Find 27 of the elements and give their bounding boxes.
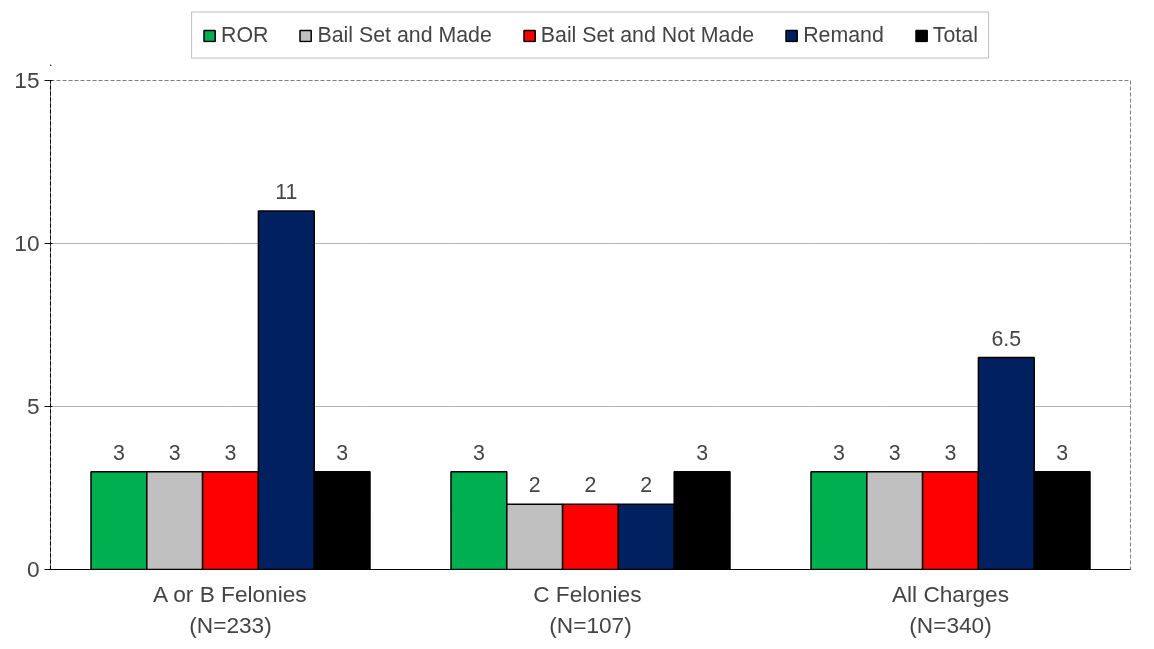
x-tick-label: All Charges (N=340) — [891, 580, 1010, 638]
legend-label: ROR — [221, 22, 269, 48]
legend-label: Remand — [803, 22, 884, 48]
y-tick-label: 5 — [26, 393, 40, 419]
y-tick-label: 0 — [26, 556, 40, 582]
data-label: 2 — [528, 473, 541, 498]
data-label: 3 — [888, 440, 901, 465]
data-label: 3 — [336, 440, 349, 465]
data-label: 3 — [472, 440, 485, 465]
data-label: 11 — [275, 179, 298, 204]
data-label: 3 — [224, 440, 237, 465]
data-label: 3 — [1056, 440, 1069, 465]
x-tick-label: A or B Felonies (N=233) — [153, 580, 307, 638]
legend-label: Total — [932, 22, 978, 48]
data-label: 2 — [640, 473, 653, 498]
y-tick-label: 15 — [14, 67, 40, 93]
data-label: 3 — [168, 440, 181, 465]
data-label: 3 — [944, 440, 957, 465]
data-label: 3 — [696, 440, 709, 465]
legend-label: Bail Set and Made — [317, 22, 492, 48]
y-tick-label: 10 — [14, 230, 40, 256]
data-label: 2 — [584, 473, 597, 498]
data-label: 3 — [832, 440, 845, 465]
data-label: 6.5 — [991, 326, 1022, 351]
x-tick-label: C Felonies (N=107) — [533, 580, 642, 638]
data-label: 3 — [112, 440, 125, 465]
legend-label: Bail Set and Not Made — [540, 22, 755, 48]
